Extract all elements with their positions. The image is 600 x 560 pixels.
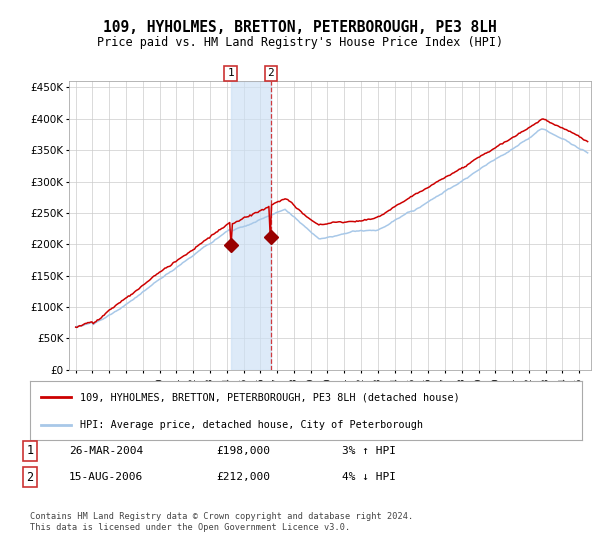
Text: 1: 1: [227, 68, 234, 78]
Text: Price paid vs. HM Land Registry's House Price Index (HPI): Price paid vs. HM Land Registry's House …: [97, 36, 503, 49]
Text: 4% ↓ HPI: 4% ↓ HPI: [342, 472, 396, 482]
Text: 3% ↑ HPI: 3% ↑ HPI: [342, 446, 396, 456]
Text: Contains HM Land Registry data © Crown copyright and database right 2024.
This d: Contains HM Land Registry data © Crown c…: [30, 512, 413, 532]
Text: 109, HYHOLMES, BRETTON, PETERBOROUGH, PE3 8LH: 109, HYHOLMES, BRETTON, PETERBOROUGH, PE…: [103, 20, 497, 35]
Text: 2: 2: [26, 470, 34, 484]
Text: 2: 2: [268, 68, 274, 78]
Text: 15-AUG-2006: 15-AUG-2006: [69, 472, 143, 482]
Text: HPI: Average price, detached house, City of Peterborough: HPI: Average price, detached house, City…: [80, 420, 422, 430]
Text: 109, HYHOLMES, BRETTON, PETERBOROUGH, PE3 8LH (detached house): 109, HYHOLMES, BRETTON, PETERBOROUGH, PE…: [80, 392, 460, 402]
Text: 26-MAR-2004: 26-MAR-2004: [69, 446, 143, 456]
Text: 1: 1: [26, 444, 34, 458]
Text: £198,000: £198,000: [216, 446, 270, 456]
Bar: [230, 81, 271, 370]
Text: £212,000: £212,000: [216, 472, 270, 482]
